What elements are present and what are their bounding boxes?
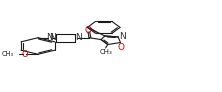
Text: N: N [47, 33, 53, 42]
Text: CH₃: CH₃ [99, 49, 112, 55]
Text: O: O [22, 50, 28, 59]
Text: N: N [75, 33, 82, 42]
Text: O: O [118, 43, 125, 52]
Text: O: O [84, 26, 91, 35]
Text: N: N [49, 33, 56, 42]
Text: CH₃: CH₃ [2, 51, 14, 57]
Text: N: N [119, 32, 126, 41]
